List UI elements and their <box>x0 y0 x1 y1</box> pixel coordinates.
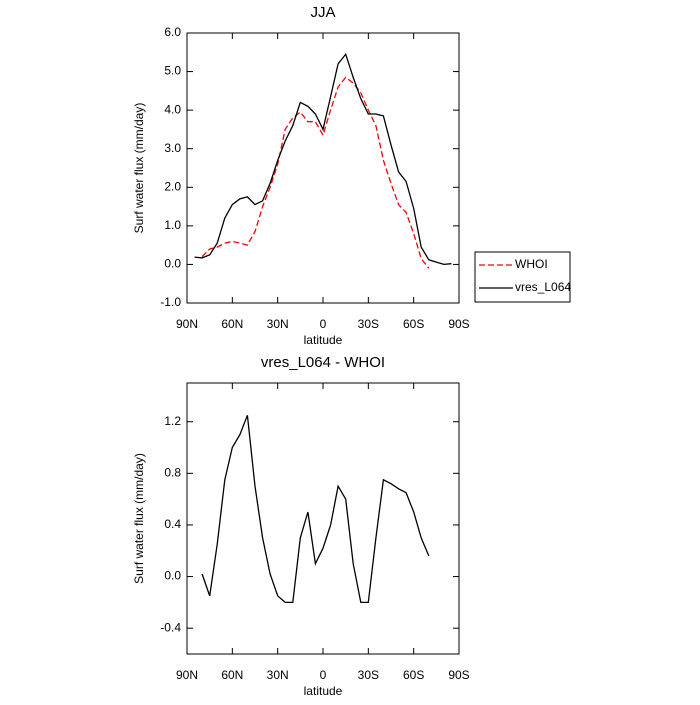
y-tick-label: 0.0 <box>164 569 181 583</box>
x-axis-label: latitude <box>304 684 343 698</box>
y-tick-label: -0.4 <box>160 620 181 634</box>
x-tick-label: 60N <box>221 668 243 682</box>
plot-frame <box>186 32 460 304</box>
x-tick-label: 90S <box>448 668 469 682</box>
x-tick-label: 60S <box>403 317 424 331</box>
y-tick-label: 0.4 <box>164 517 181 531</box>
y-axis-label: Surf water flux (mm/day) <box>132 103 146 234</box>
y-tick-label: 2.0 <box>164 179 181 193</box>
y-tick-label: 0.8 <box>164 466 181 480</box>
x-tick-label: 60N <box>221 317 243 331</box>
x-tick-label: 90N <box>176 317 198 331</box>
x-axis-label: latitude <box>304 333 343 347</box>
plot-frame <box>186 382 460 655</box>
y-tick-label: 3.0 <box>164 141 181 155</box>
chart-title: vres_L064 - WHOI <box>261 354 385 371</box>
y-tick-label: -1.0 <box>160 295 181 309</box>
legend-label: vres_L064 <box>515 280 571 294</box>
y-tick-label: 6.0 <box>164 25 181 39</box>
x-tick-label: 30S <box>358 668 379 682</box>
x-tick-label: 0 <box>320 668 327 682</box>
data-line <box>194 52 452 266</box>
x-tick-label: 60S <box>403 668 424 682</box>
x-tick-label: 30N <box>267 668 289 682</box>
legend-box <box>474 251 571 303</box>
data-line <box>201 415 430 604</box>
y-tick-label: 4.0 <box>164 102 181 116</box>
x-tick-label: 0 <box>320 317 327 331</box>
y-tick-label: 0.0 <box>164 257 181 271</box>
y-tick-label: 1.0 <box>164 218 181 232</box>
x-tick-label: 30N <box>267 317 289 331</box>
x-tick-label: 90S <box>448 317 469 331</box>
y-axis-label: Surf water flux (mm/day) <box>132 453 146 584</box>
y-tick-label: 5.0 <box>164 64 181 78</box>
legend-label: WHOI <box>515 257 548 271</box>
x-tick-label: 30S <box>358 317 379 331</box>
chart-title: JJA <box>310 4 335 21</box>
x-tick-label: 90N <box>176 668 198 682</box>
y-tick-label: 1.2 <box>164 414 181 428</box>
data-line <box>201 76 430 269</box>
